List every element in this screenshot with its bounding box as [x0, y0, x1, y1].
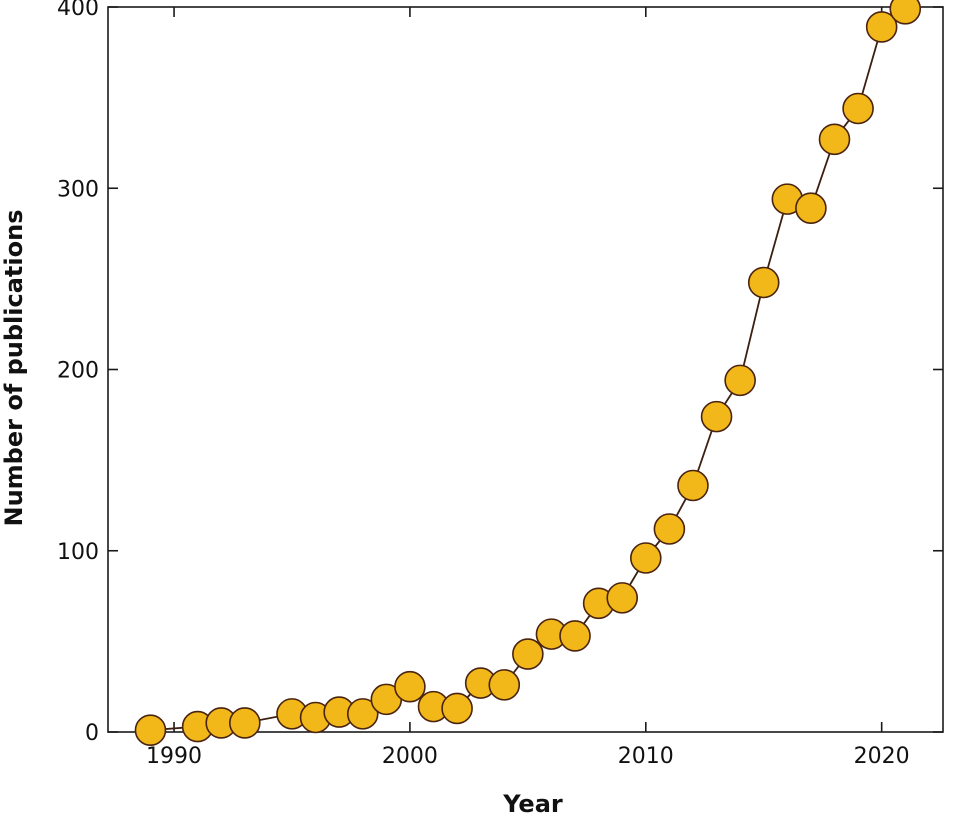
data-point-2014	[724, 364, 756, 397]
y-tick-label: 200	[57, 359, 99, 384]
y-axis-title: Number of publications	[0, 210, 28, 527]
series-line	[150, 8, 906, 732]
data-point-2005	[512, 638, 544, 670]
data-point-2012	[677, 469, 709, 502]
data-point-2009	[606, 582, 639, 614]
x-tick-label: 2010	[618, 744, 674, 769]
data-point-2011	[653, 513, 686, 545]
data-point-2019	[842, 92, 874, 125]
y-tick-label: 0	[85, 721, 99, 746]
data-point-2000	[394, 670, 426, 703]
x-tick-label: 1990	[146, 744, 202, 769]
data-point-1989	[134, 714, 167, 746]
data-point-2021	[889, 0, 922, 25]
data-point-2018	[818, 123, 851, 156]
data-point-2020	[865, 11, 898, 43]
axis-ticks	[108, 6, 943, 733]
data-point-2010	[629, 542, 662, 574]
y-tick-label: 300	[57, 177, 99, 202]
y-tick-label: 400	[57, 0, 99, 21]
data-point-1998	[346, 698, 379, 730]
data-point-2013	[700, 400, 733, 433]
y-tick-label: 100	[57, 540, 99, 565]
data-points	[134, 0, 922, 746]
data-point-2004	[488, 669, 521, 701]
x-axis-title: Year	[502, 790, 563, 818]
x-tick-label: 2020	[854, 744, 910, 769]
plot-frame	[107, 6, 944, 733]
data-point-2015	[747, 266, 780, 299]
tick-labels: 1990 2000 2010 2020 0 100 200 300 400	[57, 0, 910, 769]
data-point-2002	[441, 692, 473, 725]
data-point-1993	[229, 707, 261, 739]
x-tick-label: 2000	[382, 744, 438, 769]
data-point-2007	[559, 620, 591, 652]
data-point-2017	[795, 192, 827, 224]
